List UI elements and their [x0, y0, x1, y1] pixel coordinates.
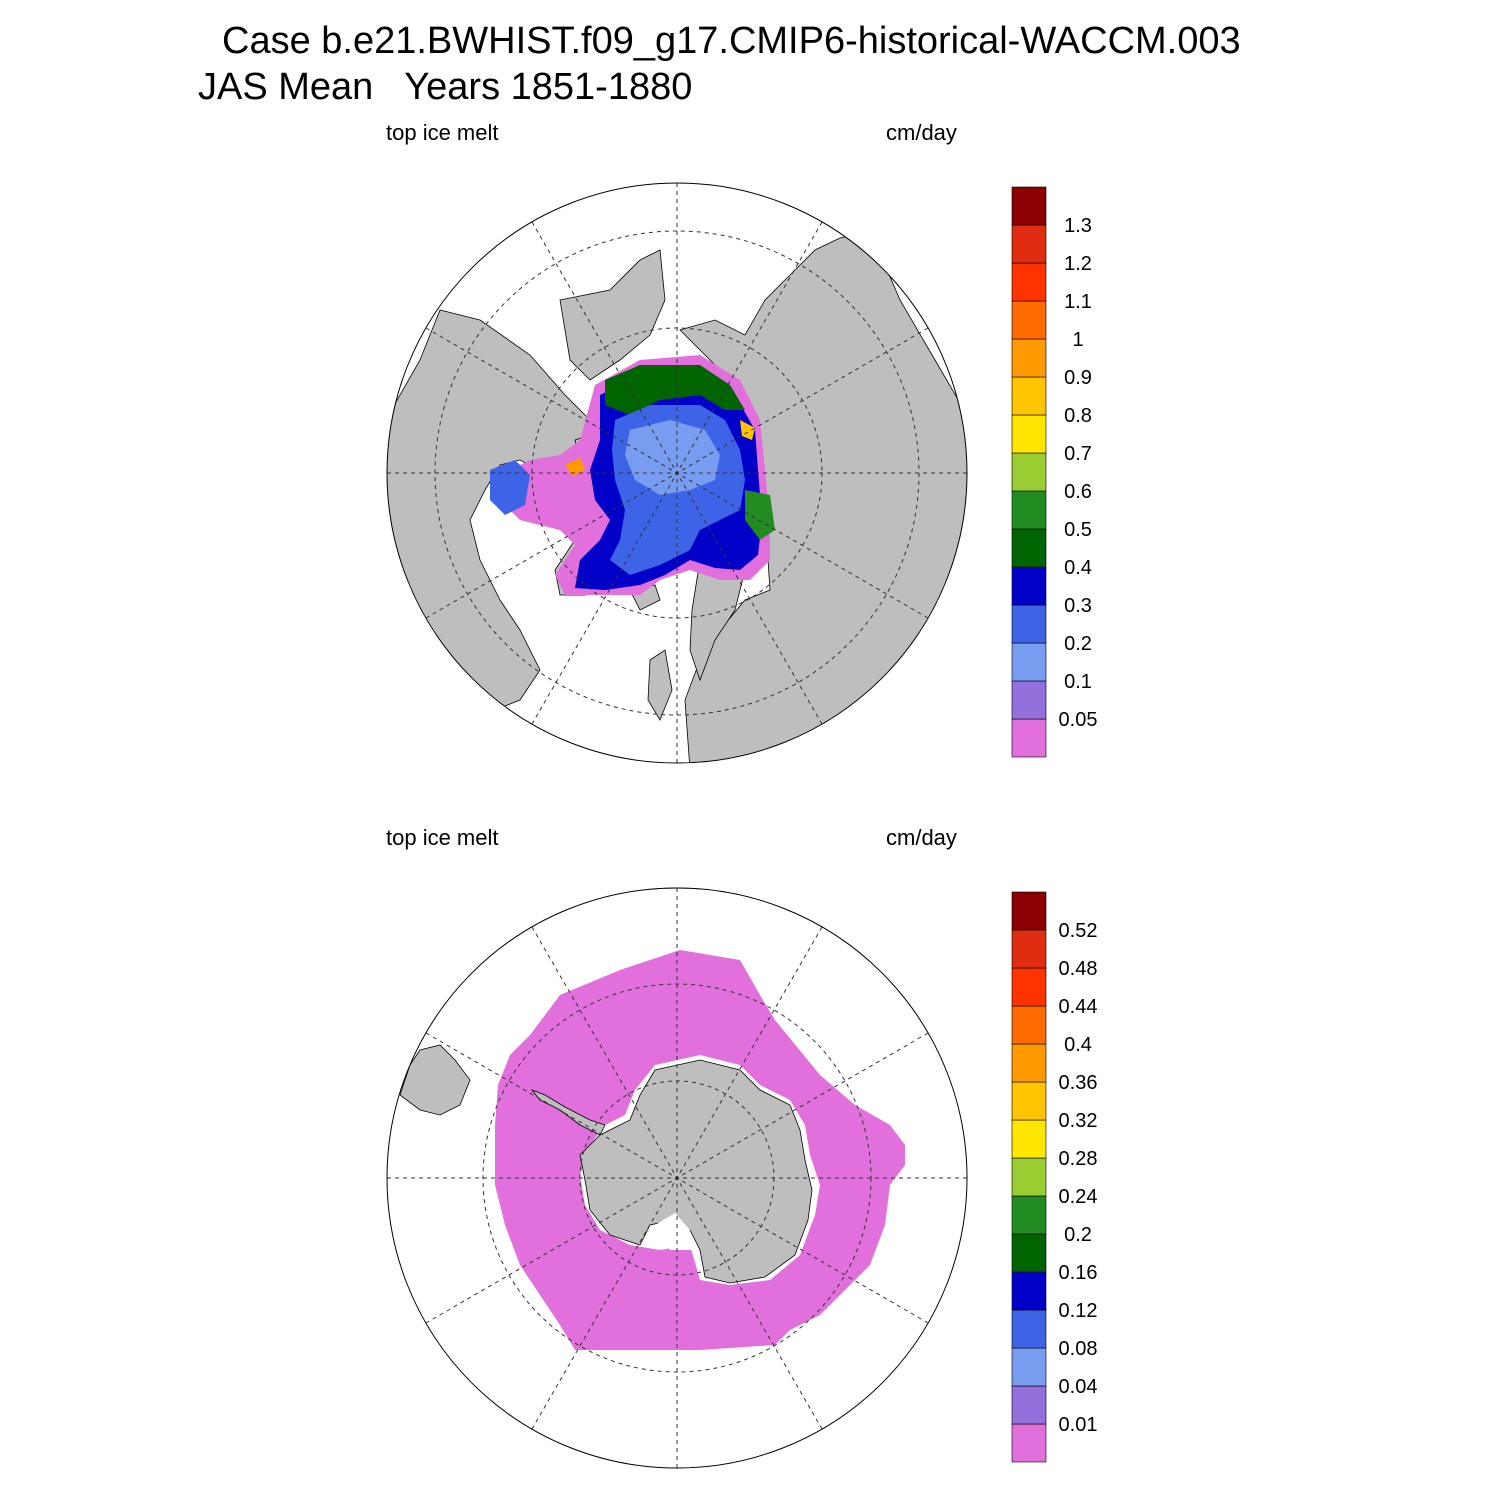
map-boundary	[386, 887, 968, 1469]
colorbar-tick-label: 0.05	[1059, 709, 1098, 731]
melt-field-hudson	[490, 460, 530, 515]
colorbar-tick-label: 0.4	[1064, 557, 1092, 579]
colorbar-swatch	[1011, 929, 1047, 969]
colorbar-tick-label: 0.2	[1064, 633, 1092, 655]
colorbar-tick-label: 0.28	[1059, 1148, 1098, 1170]
colorbar-swatch	[1011, 1081, 1047, 1121]
colorbar-tick-label: 0.8	[1064, 405, 1092, 427]
colorbar-swatch	[1011, 891, 1047, 931]
bottom-panel-units-label: cm/day	[886, 825, 957, 850]
colorbar-tick-label: 0.36	[1059, 1072, 1098, 1094]
map-boundary	[386, 182, 968, 764]
colorbar-tick-label: 0.01	[1059, 1414, 1098, 1436]
colorbar-swatch	[1011, 1157, 1047, 1197]
colorbar-swatch	[1011, 300, 1047, 340]
colorbar-swatch	[1011, 338, 1047, 378]
colorbar-tick-label: 0.48	[1059, 958, 1098, 980]
colorbar-tick-label: 0.3	[1064, 595, 1092, 617]
melt-field-green-east	[745, 490, 775, 540]
colorbar-tick-label: 0.2	[1064, 1224, 1092, 1246]
colorbar-swatch	[1011, 1347, 1047, 1387]
colorbar-swatch	[1011, 414, 1047, 454]
colorbar-tick-label: 0.08	[1059, 1338, 1098, 1360]
colorbar-swatch	[1011, 186, 1047, 226]
colorbar-swatch	[1011, 604, 1047, 644]
antarctica-landmass	[579, 1059, 813, 1284]
colorbar-tick-label: 0.16	[1059, 1262, 1098, 1284]
alaska-landmass	[559, 249, 666, 381]
colorbar-tick-label: 0.44	[1059, 996, 1098, 1018]
colorbar-swatch	[1011, 262, 1047, 302]
colorbar-tick-label: 1.1	[1064, 291, 1092, 313]
top-panel-variable-label: top ice melt	[386, 120, 499, 145]
colorbar-swatch	[1011, 967, 1047, 1007]
colorbar-swatch	[1011, 680, 1047, 720]
colorbar-tick-label: 1.3	[1064, 215, 1092, 237]
graticule	[387, 183, 967, 763]
antarctic-map-panel: 0.01 0.04 0.08 0.12 0.16 0.2 0.24 0.28 0.32 0.36 0…	[386, 887, 1097, 1469]
colorbar-swatch	[1011, 1005, 1047, 1045]
colorbar-tick-label: 0.4	[1064, 1034, 1092, 1056]
top-colorbar: 0.05 0.1 0.2 0.3 0.4 0.5 0.6 0.7 0.8 0.9 1 1.1 1.2 1.…	[1011, 186, 1098, 758]
arctic-map-panel: 0.05 0.1 0.2 0.3 0.4 0.5 0.6 0.7 0.8 0.9 1 1.1 1.2 1.…	[386, 182, 1097, 764]
graticule	[387, 888, 967, 1468]
antarctic-map	[387, 888, 967, 1468]
top-panel-units-label: cm/day	[886, 120, 957, 145]
colorbar-swatch	[1011, 1385, 1047, 1425]
colorbar-swatch	[1011, 1271, 1047, 1311]
colorbar-swatch	[1011, 1195, 1047, 1235]
colorbar-swatch	[1011, 1233, 1047, 1273]
colorbar-tick-label: 0.52	[1059, 920, 1098, 942]
colorbar-swatch	[1011, 452, 1047, 492]
colorbar-swatch	[1011, 642, 1047, 682]
colorbar-tick-label: 0.9	[1064, 367, 1092, 389]
colorbar-swatch	[1011, 1309, 1047, 1349]
plot-title-line2: JAS Mean Years 1851-1880	[198, 66, 693, 108]
colorbar-swatch	[1011, 1423, 1047, 1463]
melt-field-green	[605, 365, 745, 415]
colorbar-tick-label: 1.2	[1064, 253, 1092, 275]
colorbar-swatch	[1011, 566, 1047, 606]
colorbar-swatch	[1011, 718, 1047, 758]
melt-field-hotspot	[565, 458, 585, 476]
colorbar-swatch	[1011, 1119, 1047, 1159]
colorbar-tick-label: 0.6	[1064, 481, 1092, 503]
colorbar-swatch	[1011, 528, 1047, 568]
colorbar-tick-label: 0.1	[1064, 671, 1092, 693]
colorbar-tick-label: 0.12	[1059, 1300, 1098, 1322]
colorbar-tick-label: 0.5	[1064, 519, 1092, 541]
ross-sea	[655, 1213, 692, 1250]
arctic-map	[387, 183, 967, 763]
colorbar-tick-label: 0.7	[1064, 443, 1092, 465]
colorbar-swatch	[1011, 224, 1047, 264]
colorbar-swatch	[1011, 376, 1047, 416]
colorbar-swatch	[1011, 1043, 1047, 1083]
bottom-colorbar: 0.01 0.04 0.08 0.12 0.16 0.2 0.24 0.28 0.32 0.36 0…	[1011, 891, 1098, 1463]
melt-field-yellow	[740, 420, 755, 440]
south-america-landmass	[399, 1044, 471, 1116]
colorbar-tick-label: 1	[1072, 329, 1083, 351]
colorbar-tick-label: 0.32	[1059, 1110, 1098, 1132]
colorbar-swatch	[1011, 490, 1047, 530]
bottom-panel-variable-label: top ice melt	[386, 825, 499, 850]
colorbar-tick-label: 0.24	[1059, 1186, 1098, 1208]
plot-title-line1: Case b.e21.BWHIST.f09_g17.CMIP6-historic…	[222, 20, 1241, 62]
uk-landmass	[647, 649, 673, 721]
colorbar-tick-label: 0.04	[1059, 1376, 1098, 1398]
